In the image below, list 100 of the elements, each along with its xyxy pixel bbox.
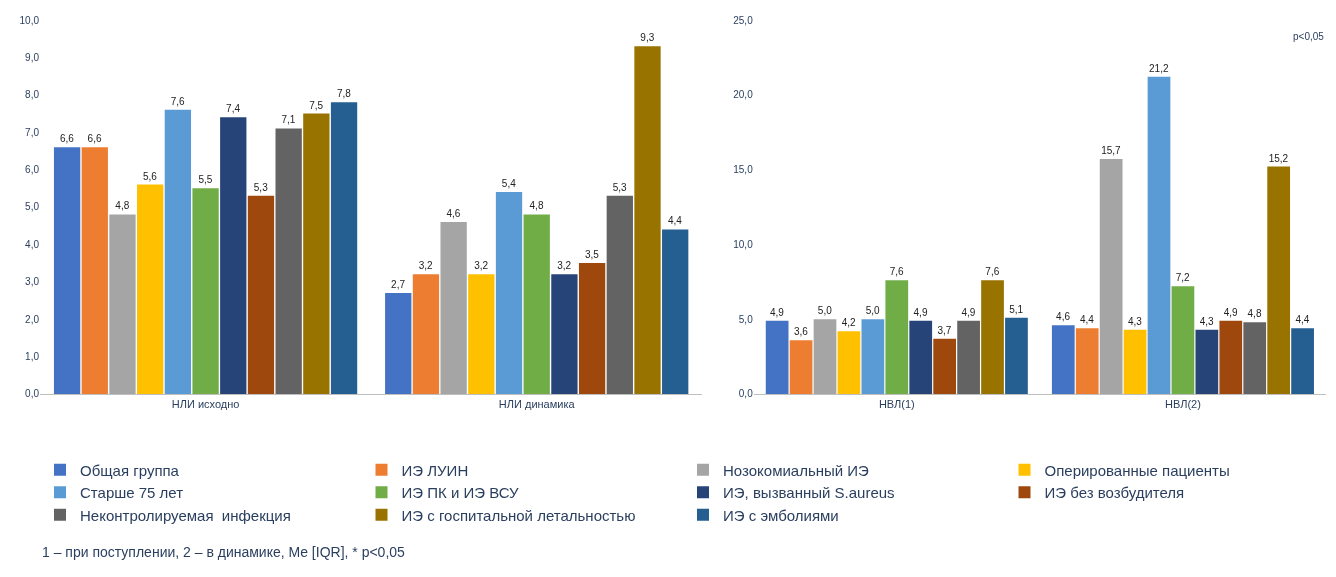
bar: [220, 117, 247, 394]
bar: [385, 293, 412, 394]
data-label: 7,6: [170, 95, 186, 107]
bar: [909, 320, 933, 394]
bar: [1099, 159, 1123, 394]
y-tick-label: 25,0: [733, 14, 754, 26]
data-label: 5,3: [612, 181, 627, 193]
y-tick-label: 10,0: [19, 14, 40, 26]
bar: [192, 188, 219, 394]
y-tick-label: 9,0: [25, 51, 40, 63]
bar: [1005, 317, 1028, 394]
x-tick-label: НВЛ(1): [878, 398, 915, 411]
data-label: 6,6: [59, 133, 75, 145]
data-label: 5,1: [1009, 303, 1024, 315]
data-label: 7,5: [309, 99, 324, 111]
data-label: 5,5: [198, 174, 213, 186]
x-tick-label: НЛИ исходно: [171, 398, 240, 411]
y-tick-label: 15,0: [733, 164, 754, 176]
bar: [164, 109, 192, 394]
bar: [1051, 325, 1075, 394]
data-label: 4,8: [115, 200, 130, 212]
data-label: 9,3: [640, 32, 655, 44]
data-label: 3,2: [557, 260, 572, 272]
bar: [440, 221, 467, 394]
data-label: 5,3: [253, 181, 269, 193]
data-label: 6,6: [87, 133, 102, 145]
data-label: 5,0: [817, 305, 833, 317]
data-label: 4,9: [913, 306, 928, 318]
y-tick-label: 8,0: [25, 89, 40, 101]
data-label: 4,8: [529, 200, 544, 212]
bar: [813, 319, 837, 394]
bar: [137, 184, 164, 394]
bar: [837, 331, 861, 394]
bar: [789, 340, 813, 394]
data-label: 4,9: [1223, 306, 1238, 318]
data-label: 7,4: [226, 103, 241, 115]
data-label: 7,8: [336, 88, 352, 100]
bar: [1243, 322, 1267, 394]
bar: [495, 192, 523, 394]
legend-label: ИЭ с госпитальной летальностью: [401, 506, 636, 524]
bar: [468, 274, 495, 394]
legend-label: ИЭ ПК и ИЭ ВСУ: [401, 484, 520, 502]
data-label: 7,6: [985, 266, 1000, 278]
x-tick-label: НЛИ динамика: [498, 398, 576, 411]
bar: [1195, 329, 1219, 394]
bar: [1147, 76, 1171, 394]
data-label: 3,7: [937, 324, 952, 336]
data-label: 3,6: [793, 326, 809, 338]
bar: [765, 320, 789, 394]
bar: [1075, 328, 1099, 394]
bar: [551, 274, 578, 394]
data-label: 5,0: [865, 305, 881, 317]
bar: [330, 102, 358, 394]
data-label: 15,7: [1101, 145, 1122, 157]
data-label: 2,7: [391, 279, 406, 291]
bar: [1171, 286, 1195, 394]
data-label: 4,6: [446, 207, 461, 219]
bar: [885, 280, 909, 394]
x-tick-label: НВЛ(2): [1165, 398, 1201, 411]
bar: [606, 195, 633, 394]
data-label: 5,4: [501, 178, 517, 190]
legend-label: ИЭ, вызванный S.aureus: [723, 484, 895, 502]
y-tick-label: 2,0: [25, 313, 40, 325]
data-label: 7,1: [281, 114, 296, 126]
bar: [1219, 320, 1243, 394]
y-tick-label: 3,0: [25, 276, 40, 288]
bar: [578, 263, 606, 394]
data-label: 3,5: [584, 249, 600, 261]
bar: [933, 338, 957, 394]
bar: [247, 195, 275, 394]
data-label: 7,6: [889, 266, 904, 278]
y-tick-label: 5,0: [25, 201, 40, 213]
data-label: 15,2: [1268, 152, 1289, 164]
legend-label: Нозокомиальный ИЭ: [723, 461, 870, 479]
data-label: 7,2: [1175, 272, 1191, 284]
bar: [523, 214, 550, 394]
data-label: 4,6: [1056, 311, 1071, 323]
data-label: 4,3: [1199, 315, 1215, 327]
legend-label: Неконтролируемая инфекция: [80, 506, 291, 524]
bar: [981, 280, 1004, 394]
bar: [109, 214, 136, 394]
y-tick-label: 5,0: [738, 313, 754, 325]
bar: [303, 113, 330, 394]
bar: [81, 147, 108, 394]
legend-label: Оперированные пациенты: [1044, 461, 1230, 479]
bar: [1267, 166, 1291, 394]
data-label: 5,6: [143, 170, 158, 182]
legend-label: ИЭ ЛУИН: [401, 461, 469, 479]
bar: [634, 46, 661, 394]
y-tick-label: 20,0: [733, 89, 754, 101]
bar: [412, 274, 440, 394]
legend-label: ИЭ с эмболиями: [723, 506, 839, 524]
data-label: 4,4: [668, 215, 683, 227]
data-label: 4,3: [1127, 315, 1143, 327]
legend-label: Старше 75 лет: [80, 484, 184, 502]
bar: [1291, 328, 1314, 394]
y-tick-label: 7,0: [25, 126, 40, 138]
y-tick-label: 4,0: [25, 238, 40, 250]
bar: [53, 147, 81, 394]
bar: [861, 319, 885, 394]
